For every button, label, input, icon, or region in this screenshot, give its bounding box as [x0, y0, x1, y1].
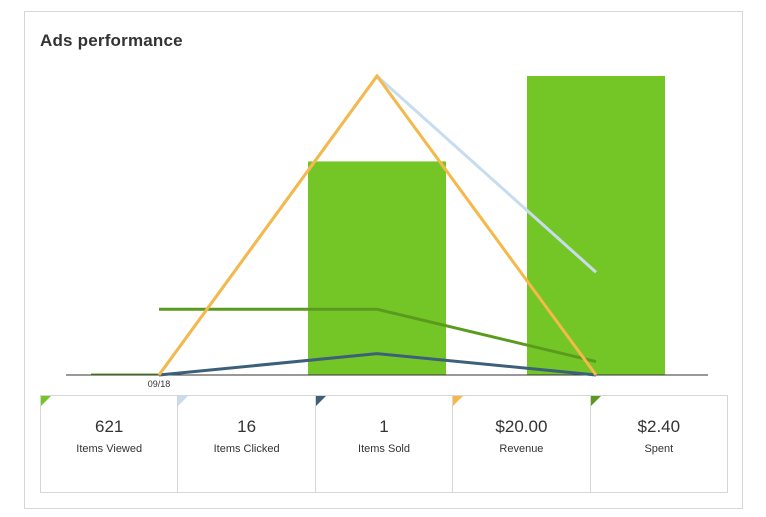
stat-items-viewed[interactable]: 621 Items Viewed	[41, 396, 179, 492]
stat-value: $20.00	[495, 417, 548, 436]
chart-line-viewed	[159, 307, 597, 364]
chart-line-sold	[158, 352, 597, 377]
stat-revenue[interactable]: $20.00 Revenue	[453, 396, 591, 492]
stat-color-marker	[41, 396, 51, 406]
stat-color-marker	[315, 396, 326, 406]
stat-color-marker	[590, 396, 601, 406]
chart-line-revenue	[157, 73, 598, 376]
chart-bar	[527, 76, 665, 375]
stat-value: 621	[95, 417, 124, 436]
stat-label: Spent	[644, 443, 674, 455]
stat-color-marker	[178, 396, 189, 406]
stat-items-sold[interactable]: 1 Items Sold	[315, 396, 454, 492]
stat-spent[interactable]: $2.40 Spent	[590, 396, 727, 492]
stat-items-clicked[interactable]: 16 Items Clicked	[178, 396, 316, 492]
stat-label: Items Viewed	[76, 443, 143, 455]
ads-performance-chart: 09/18	[66, 73, 708, 389]
stat-label: Revenue	[499, 443, 544, 455]
stat-value: $2.40	[637, 417, 681, 436]
stat-value: 16	[237, 417, 257, 436]
card-title: Ads performance	[40, 31, 183, 50]
stat-color-marker	[453, 396, 464, 406]
ads-performance-card: Ads performance 09/18 621 Items Viewed 1…	[24, 11, 743, 509]
stat-label: Items Clicked	[213, 443, 280, 455]
stat-value: 1	[379, 417, 389, 436]
chart-bar	[308, 161, 446, 375]
x-tick-label: 09/18	[148, 379, 171, 389]
stat-label: Items Sold	[358, 443, 410, 455]
stats-row: 621 Items Viewed 16 Items Clicked 1 Item…	[40, 395, 728, 493]
